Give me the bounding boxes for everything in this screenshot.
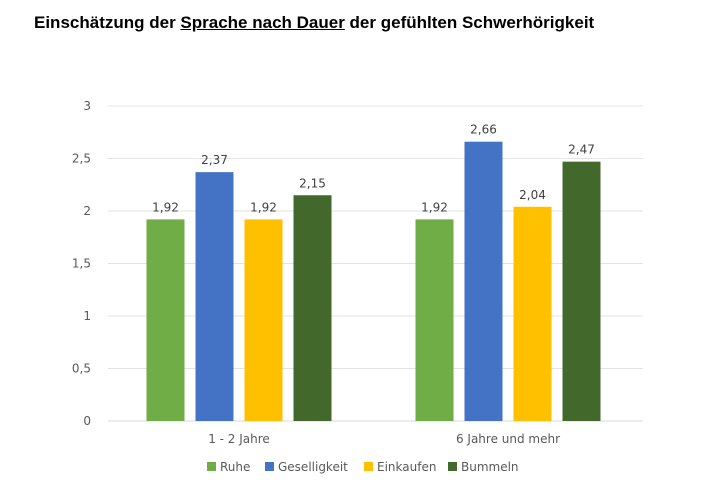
data-label: 1,92 <box>250 200 277 214</box>
y-tick-label: 2 <box>83 204 91 218</box>
legend-label: Bummeln <box>461 460 519 474</box>
data-label: 2,04 <box>519 188 546 202</box>
title-part-2: Sprache nach Dauer <box>180 13 345 32</box>
bar <box>464 141 503 421</box>
bar <box>146 219 185 421</box>
bar <box>513 206 552 421</box>
legend-swatch <box>364 462 373 471</box>
data-label: 2,47 <box>568 143 595 157</box>
y-tick-label: 3 <box>83 99 91 113</box>
title-part-1: Einschätzung der <box>34 13 181 32</box>
legend-label: Einkaufen <box>377 460 436 474</box>
y-tick-label: 1 <box>83 309 91 323</box>
bar <box>195 172 234 421</box>
legend-swatch <box>207 462 216 471</box>
x-tick-label: 6 Jahre und mehr <box>456 432 560 446</box>
x-tick-label: 1 - 2 Jahre <box>208 432 270 446</box>
y-tick-label: 1,5 <box>72 257 91 271</box>
bar <box>562 161 601 421</box>
y-tick-label: 0,5 <box>72 362 91 376</box>
data-label: 1,92 <box>152 200 179 214</box>
title-part-3: der gefühlten Schwerhörigkeit <box>344 13 595 32</box>
data-label: 1,92 <box>421 200 448 214</box>
legend-label: Geselligkeit <box>278 460 348 474</box>
legend-swatch <box>265 462 274 471</box>
data-label: 2,37 <box>201 153 228 167</box>
data-label: 2,66 <box>470 123 497 137</box>
bar <box>293 195 332 421</box>
y-tick-label: 0 <box>83 414 91 428</box>
legend-swatch <box>448 462 457 471</box>
y-tick-label: 2,5 <box>72 152 91 166</box>
data-label: 2,15 <box>299 176 326 190</box>
bar <box>244 219 283 421</box>
legend-label: Ruhe <box>220 460 250 474</box>
chart-title: Einschätzung der Sprache nach Dauer der … <box>34 13 594 33</box>
bar <box>415 219 454 421</box>
